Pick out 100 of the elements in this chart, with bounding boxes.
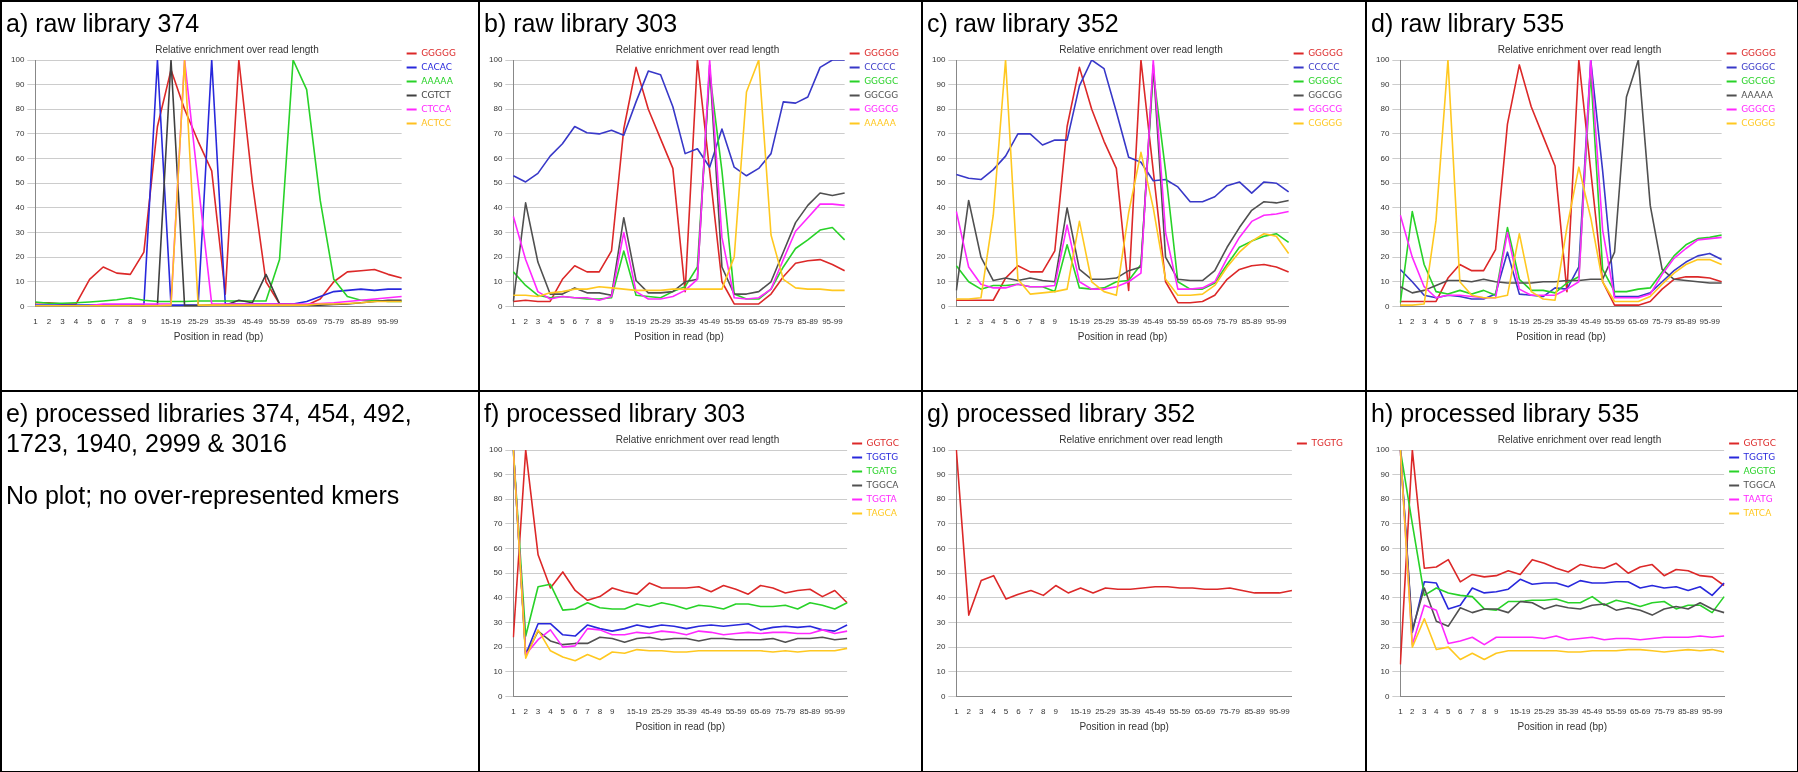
x-tick-label: 45-49 — [242, 317, 264, 327]
y-tick-label: 50 — [493, 568, 503, 578]
y-tick-label: 40 — [15, 203, 25, 213]
y-tick-label: 30 — [493, 227, 503, 237]
y-tick-label: 40 — [493, 203, 503, 213]
legend-label: TATCA — [1742, 507, 1773, 518]
x-tick-label: 25-29 — [1532, 317, 1554, 327]
y-tick-label: 70 — [1380, 129, 1390, 139]
x-tick-label: 35-39 — [674, 317, 696, 327]
y-tick-label: 60 — [493, 543, 503, 553]
legend-label: TGATG — [865, 465, 898, 476]
legend-label: TGGTG — [1310, 437, 1344, 448]
y-tick-label: 70 — [15, 129, 25, 139]
y-tick-label: 70 — [936, 129, 946, 139]
y-tick-label: 20 — [493, 252, 503, 262]
y-tick-label: 50 — [493, 178, 503, 188]
y-tick-label: 20 — [936, 642, 946, 652]
y-tick-label: 30 — [936, 617, 946, 627]
y-tick-label: 90 — [936, 469, 946, 479]
x-tick-label: 5 — [560, 707, 566, 717]
y-tick-label: 80 — [15, 104, 25, 114]
x-tick-label: 55-59 — [723, 317, 745, 327]
y-tick-label: 20 — [936, 252, 946, 262]
x-tick-label: 6 — [572, 317, 578, 327]
x-tick-label: 95-99 — [1266, 317, 1288, 327]
x-tick-label: 1 — [1398, 707, 1404, 717]
x-tick-label: 25-29 — [1093, 317, 1115, 327]
chart-title: d) raw library 535 — [1370, 8, 1566, 38]
legend-label: CACAC — [421, 61, 452, 72]
chart-subtitle: Relative enrichment over read length — [1059, 43, 1223, 55]
legend-label: GGGGG — [1308, 47, 1344, 58]
y-tick-label: 20 — [1380, 642, 1390, 652]
y-tick-label: 30 — [493, 617, 503, 627]
x-tick-label: 3 — [535, 707, 541, 717]
x-tick-label: 75-79 — [1219, 707, 1241, 717]
x-tick-label: 1 — [954, 317, 960, 327]
x-tick-label: 45-49 — [1581, 707, 1603, 717]
legend-label: AAAAA — [864, 117, 897, 128]
y-tick-label: 20 — [493, 642, 503, 652]
x-tick-label: 25-29 — [187, 317, 209, 327]
legend-label: TAGCA — [865, 507, 898, 518]
text: No plot; no over-represented kmers — [5, 480, 401, 510]
x-tick-label: 4 — [991, 707, 997, 717]
y-tick-label: 100 — [931, 55, 946, 65]
y-tick-label: 20 — [1380, 252, 1390, 262]
y-tick-label: 0 — [497, 691, 503, 701]
legend-label: GGCGG — [1308, 89, 1343, 100]
y-tick-label: 90 — [493, 469, 503, 479]
x-tick-label: 45-49 — [1144, 707, 1166, 717]
x-tick-label: 85-89 — [1675, 317, 1697, 327]
y-tick-label: 0 — [497, 301, 503, 311]
legend-label: GGGGG — [1741, 47, 1777, 58]
x-tick-label: 1 — [1398, 317, 1404, 327]
y-tick-label: 60 — [936, 543, 946, 553]
x-tick-label: 95-99 — [824, 707, 846, 717]
legend-label: AGGTG — [1743, 465, 1776, 476]
legend-label: AAAAA — [421, 75, 454, 86]
x-tick-label: 85-89 — [1241, 317, 1263, 327]
x-tick-label: 15-19 — [1069, 317, 1091, 327]
legend-label: CGGGG — [1741, 117, 1776, 128]
y-tick-label: 90 — [1380, 469, 1390, 479]
x-tick-label: 35-39 — [1557, 707, 1580, 717]
x-tick-label: 9 — [141, 317, 147, 327]
x-tick-label: 35-39 — [1118, 317, 1140, 327]
x-tick-label: 35-39 — [1120, 707, 1142, 717]
y-tick-label: 90 — [15, 79, 25, 89]
legend-label: TGGTA — [865, 493, 898, 504]
x-tick-label: 55-59 — [1169, 707, 1191, 717]
x-tick-label: 2 — [523, 707, 529, 717]
chart-subtitle: Relative enrichment over read length — [1059, 433, 1223, 445]
y-tick-label: 80 — [1380, 104, 1390, 114]
x-tick-label: 45-49 — [1143, 317, 1165, 327]
x-tick-label: 2 — [966, 707, 972, 717]
y-tick-label: 50 — [1380, 568, 1390, 578]
y-tick-label: 0 — [940, 301, 946, 311]
x-tick-label: 85-89 — [350, 317, 372, 327]
x-tick-label: 85-89 — [1244, 707, 1266, 717]
legend-label: GGGCG — [864, 103, 899, 114]
x-tick-label: 1 — [511, 317, 517, 327]
x-tick-label: 9 — [1053, 707, 1059, 717]
x-tick-label: 1 — [33, 317, 39, 327]
y-tick-label: 30 — [936, 227, 946, 237]
y-tick-label: 40 — [1380, 593, 1390, 603]
legend-label: CGGGG — [1308, 117, 1343, 128]
x-tick-label: 55-59 — [1604, 317, 1626, 327]
chart-subtitle: Relative enrichment over read length — [615, 433, 780, 445]
y-tick-label: 50 — [936, 178, 946, 188]
x-tick-label: 75-79 — [1653, 707, 1675, 717]
y-tick-label: 10 — [15, 276, 25, 286]
chart-subtitle: Relative enrichment over read length — [1497, 433, 1662, 445]
x-tick-label: 65-69 — [1194, 707, 1216, 717]
legend-label: CGTCT — [421, 89, 452, 100]
x-tick-label: 25-29 — [651, 707, 673, 717]
y-tick-label: 90 — [936, 79, 946, 89]
x-tick-label: 7 — [1470, 707, 1476, 717]
legend-label: GGGGG — [421, 47, 457, 58]
legend-label: TGGCA — [865, 479, 900, 490]
x-axis-title: Position in read (bp) — [1079, 720, 1169, 732]
x-tick-label: 9 — [1493, 317, 1499, 327]
legend-label: CCCCC — [864, 61, 896, 72]
